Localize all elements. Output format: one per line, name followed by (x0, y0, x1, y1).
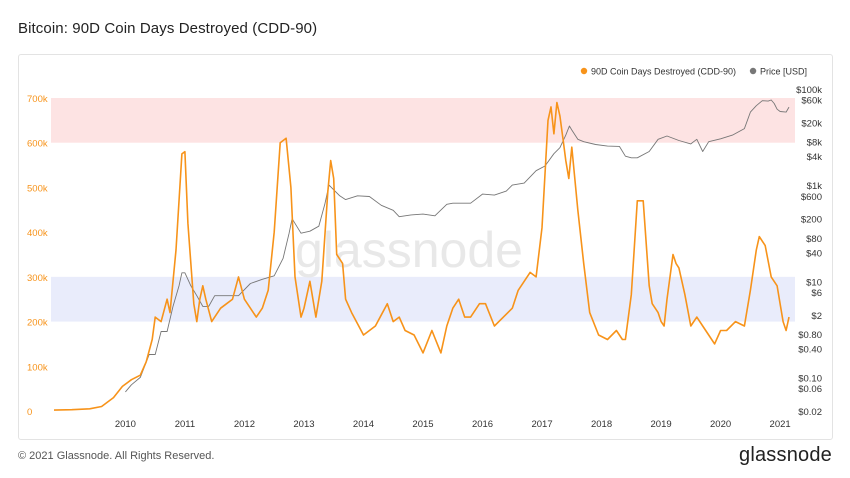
right-axis-ticks: $0.02 $0.06$0.10 $0.40 $0.80 $2 $6$10 $40 $80 $2… (796, 85, 822, 418)
y-right-tick-label: $0.02 (798, 407, 822, 418)
chart-svg: 0 100k 200k 300k 400k 500k 600k 700k $0.02 $0.06… (27, 67, 822, 431)
x-tick-label: 2020 (710, 419, 731, 430)
y-right-tick-label: $6 (811, 288, 822, 299)
band-0 (51, 98, 795, 143)
x-tick-label: 2011 (175, 419, 195, 430)
legend-label[interactable]: 90D Coin Days Destroyed (CDD-90) (591, 67, 736, 77)
left-axis-ticks: 0 100k 200k 300k 400k 500k 600k 700k (27, 94, 48, 418)
x-tick-label: 2014 (353, 419, 374, 430)
legend-swatch (749, 67, 757, 75)
y-right-tick-label: $0.40 (798, 344, 822, 355)
y-right-tick-label: $0.06 (798, 384, 822, 395)
y-right-tick-label: $40 (806, 248, 822, 259)
y-right-tick-label: $0.10 (798, 373, 822, 384)
y-right-tick-label: $100k (796, 85, 822, 96)
y-right-tick-label: $10 (806, 277, 822, 288)
legend: 90D Coin Days Destroyed (CDD-90) Price [U… (580, 67, 807, 77)
y-left-tick-label: 200k (27, 318, 48, 329)
y-right-tick-label: $2 (811, 311, 822, 322)
legend-label[interactable]: Price [USD] (760, 67, 807, 77)
y-right-tick-label: $0.80 (798, 330, 822, 341)
x-tick-label: 2012 (234, 419, 255, 430)
y-right-tick-label: $60k (801, 96, 822, 107)
x-tick-label: 2017 (531, 419, 552, 430)
cdd-series-line (53, 101, 790, 411)
y-left-tick-label: 400k (27, 228, 48, 239)
y-right-tick-label: $600 (801, 192, 822, 203)
y-right-tick-label: $200 (801, 215, 822, 226)
y-right-tick-label: $4k (807, 152, 823, 163)
chart-title: Bitcoin: 90D Coin Days Destroyed (CDD-90… (18, 20, 318, 37)
y-right-tick-label: $8k (807, 138, 823, 149)
x-tick-label: 2013 (293, 419, 314, 430)
x-tick-label: 2010 (115, 419, 136, 430)
series-lines (53, 99, 790, 411)
x-tick-label: 2019 (651, 419, 672, 430)
threshold-bands (51, 98, 795, 322)
y-right-tick-label: $80 (806, 234, 822, 245)
y-left-tick-label: 100k (27, 362, 48, 373)
x-tick-label: 2015 (412, 419, 433, 430)
y-left-tick-label: 600k (27, 139, 48, 150)
x-axis-ticks: 2010 2011 2012 2013 2014 2015 2016 2017 2018 2019… (115, 419, 791, 430)
y-right-tick-label: $20k (801, 119, 822, 130)
y-left-tick-label: 700k (27, 94, 48, 105)
x-tick-label: 2021 (770, 419, 791, 430)
copyright-footer: © 2021 Glassnode. All Rights Reserved. (18, 450, 215, 462)
x-tick-label: 2018 (591, 419, 612, 430)
y-right-tick-label: $1k (807, 181, 823, 192)
y-left-tick-label: 500k (27, 183, 48, 194)
x-tick-label: 2016 (472, 419, 493, 430)
legend-swatch (580, 67, 588, 75)
chart-card: 0 100k 200k 300k 400k 500k 600k 700k $0.02 $0.06… (18, 54, 833, 440)
y-left-tick-label: 0 (27, 407, 32, 418)
glassnode-logo[interactable]: glassnode (739, 444, 832, 466)
y-left-tick-label: 300k (27, 273, 48, 284)
watermark: glassnode (295, 222, 523, 278)
